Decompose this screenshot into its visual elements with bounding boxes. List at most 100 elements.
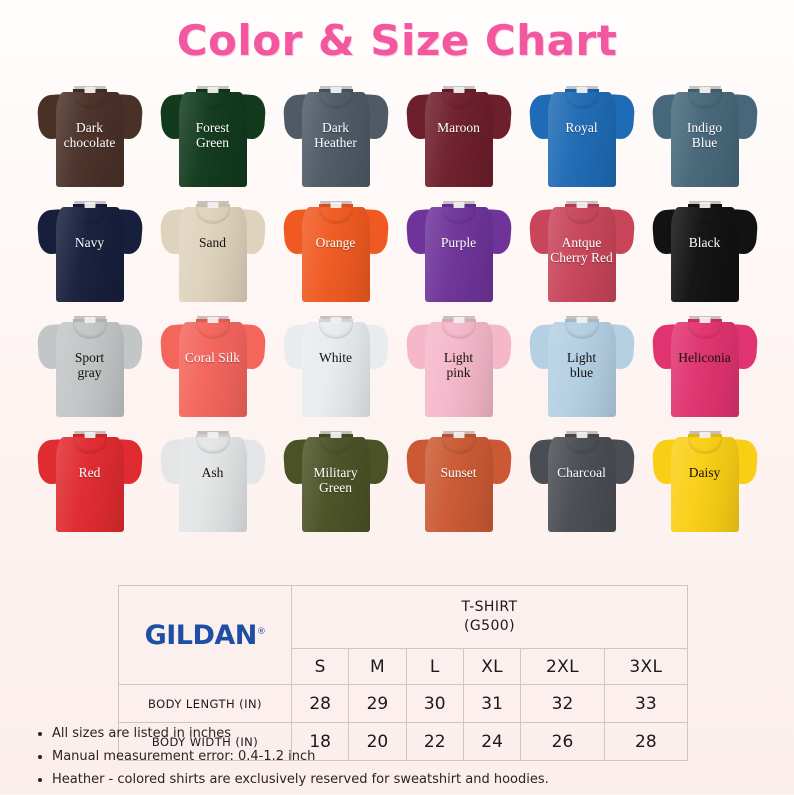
note-item: Heather - colored shirts are exclusively… — [52, 772, 754, 788]
shirt-neck-tag-icon — [84, 87, 95, 93]
measurement-label: BODY LENGTH (IN) — [118, 684, 292, 723]
shirt-swatch[interactable]: Heliconia — [643, 314, 766, 429]
shirt-swatch[interactable]: Maroon — [397, 84, 520, 199]
shirt-color-label: Dark chocolate — [63, 120, 116, 150]
shirt-swatch[interactable]: Daisy — [643, 429, 766, 544]
tshirt-icon: Coral Silk — [158, 314, 267, 418]
shirt-swatch[interactable]: Military Green — [274, 429, 397, 544]
tshirt-icon: Charcoal — [527, 429, 636, 533]
shirt-neck-tag-icon — [207, 202, 218, 208]
note-item: All sizes are listed in inches — [52, 726, 754, 742]
shirt-color-label: Coral Silk — [184, 350, 241, 365]
shirt-swatch[interactable]: Red — [28, 429, 151, 544]
shirt-color-label: Charcoal — [557, 465, 606, 480]
tshirt-icon: Indigo Blue — [650, 84, 759, 188]
measurement-value: 29 — [348, 684, 407, 723]
shirt-swatch[interactable]: White — [274, 314, 397, 429]
shirt-swatch[interactable]: Ash — [151, 429, 274, 544]
shirt-swatch[interactable]: Purple — [397, 199, 520, 314]
tshirt-icon: Ash — [158, 429, 267, 533]
note-item: Manual measurement error: 0.4-1.2 inch — [52, 749, 754, 765]
shirt-color-label: Heliconia — [678, 350, 731, 365]
size-table-header-row: GILDAN® T-SHIRT (G500) — [118, 585, 688, 685]
tshirt-icon: Light pink — [404, 314, 513, 418]
measurement-value: 30 — [405, 684, 464, 723]
shirt-swatch[interactable]: Dark Heather — [274, 84, 397, 199]
tshirt-icon: Military Green — [281, 429, 390, 533]
shirt-color-label: Navy — [74, 235, 105, 250]
body-width-row: BODY WIDTH (IN) 18 20 22 24 26 28 — [118, 722, 689, 761]
measurement-value: 18 — [290, 722, 350, 761]
shirt-swatch[interactable]: Charcoal — [520, 429, 643, 544]
tshirt-icon: Royal — [527, 84, 636, 188]
shirt-neck-tag-icon — [576, 202, 587, 208]
shirt-color-label: Military Green — [313, 465, 358, 495]
shirt-color-label: Black — [688, 235, 721, 250]
measurement-value: 28 — [603, 722, 689, 761]
tshirt-icon: Black — [650, 199, 759, 303]
shirt-swatch[interactable]: Dark chocolate — [28, 84, 151, 199]
measurement-value: 28 — [290, 684, 350, 723]
shirt-neck-tag-icon — [330, 87, 341, 93]
shirt-color-label: Royal — [565, 120, 598, 135]
shirt-swatch[interactable]: Light pink — [397, 314, 520, 429]
shirt-swatch[interactable]: Black — [643, 199, 766, 314]
shirt-neck-tag-icon — [330, 202, 341, 208]
shirt-swatch[interactable]: Sport gray — [28, 314, 151, 429]
shirt-color-label: Light pink — [443, 350, 474, 380]
tshirt-icon: Sport gray — [35, 314, 144, 418]
shirt-color-label: Sand — [199, 235, 226, 250]
shirt-neck-tag-icon — [576, 432, 587, 438]
shirt-color-label: White — [319, 350, 352, 365]
page-title: Color & Size Chart — [176, 16, 618, 65]
gildan-logo-text: GILDAN — [144, 619, 258, 651]
size-header-row: S M L XL 2XL 3XL — [119, 648, 689, 685]
shirt-swatch[interactable]: Antque Cherry Red — [520, 199, 643, 314]
shirt-color-label: Ash — [201, 465, 224, 480]
size-table: GILDAN® T-SHIRT (G500) S M L XL 2XL 3XL BODY … — [118, 585, 689, 761]
shirt-swatch[interactable]: Light blue — [520, 314, 643, 429]
measurement-value: 22 — [405, 722, 464, 761]
registered-mark-icon: ® — [256, 626, 266, 637]
measurement-value: 33 — [603, 684, 689, 723]
shirt-swatch[interactable]: Orange — [274, 199, 397, 314]
tshirt-icon: Heliconia — [650, 314, 759, 418]
size-header-2xl: 2XL — [520, 648, 605, 685]
measurement-value: 24 — [462, 722, 522, 761]
shirt-neck-tag-icon — [453, 317, 464, 323]
size-header-3xl: 3XL — [603, 648, 689, 685]
shirt-swatch[interactable]: Indigo Blue — [643, 84, 766, 199]
tshirt-icon: Red — [35, 429, 144, 533]
shirt-swatch[interactable]: Sunset — [397, 429, 520, 544]
tshirt-icon: Sand — [158, 199, 267, 303]
body-length-row: BODY LENGTH (IN) 28 29 30 31 32 33 — [118, 684, 689, 723]
tshirt-icon: Daisy — [650, 429, 759, 533]
shirt-color-label: Purple — [440, 235, 477, 250]
measurement-value: 26 — [520, 722, 605, 761]
shirt-swatch[interactable]: Forest Green — [151, 84, 274, 199]
shirt-neck-tag-icon — [699, 87, 710, 93]
shirt-color-label: Antque Cherry Red — [550, 235, 613, 265]
size-header-xl: XL — [462, 648, 522, 685]
tshirt-icon: Maroon — [404, 84, 513, 188]
shirt-swatch[interactable]: Navy — [28, 199, 151, 314]
tshirt-icon: Purple — [404, 199, 513, 303]
notes-section: All sizes are listed in inches Manual mea… — [34, 726, 754, 795]
tshirt-icon: Antque Cherry Red — [527, 199, 636, 303]
tshirt-icon: Navy — [35, 199, 144, 303]
shirt-swatch[interactable]: Coral Silk — [151, 314, 274, 429]
shirt-color-label: Sunset — [440, 465, 477, 480]
shirt-color-grid: Dark chocolate Forest Green Dark Heather Ma… — [28, 84, 766, 544]
shirt-swatch[interactable]: Royal — [520, 84, 643, 199]
shirt-swatch[interactable]: Sand — [151, 199, 274, 314]
shirt-color-label: Light blue — [566, 350, 597, 380]
shirt-color-label: Forest Green — [195, 120, 230, 150]
measurement-label: BODY WIDTH (IN) — [118, 722, 292, 761]
tshirt-icon: Sunset — [404, 429, 513, 533]
shirt-neck-tag-icon — [699, 432, 710, 438]
shirt-color-label: Red — [78, 465, 101, 480]
shirt-neck-tag-icon — [330, 432, 341, 438]
tshirt-icon: Orange — [281, 199, 390, 303]
shirt-neck-tag-icon — [453, 202, 464, 208]
